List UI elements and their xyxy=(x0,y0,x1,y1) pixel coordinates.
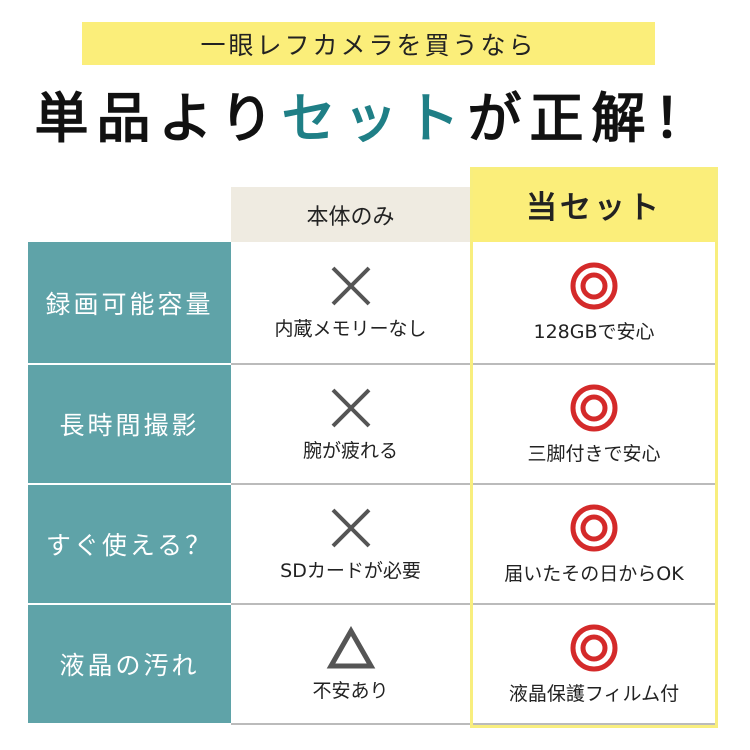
body-only-text: 腕が疲れる xyxy=(302,439,398,462)
cross-icon xyxy=(329,506,373,556)
body-only-text: 内蔵メモリーなし xyxy=(274,318,427,340)
body-only-cell: 内蔵メモリーなし xyxy=(231,242,470,365)
subtitle-banner: 一眼レフカメラを買うなら xyxy=(82,22,655,65)
set-text: 液晶保護フィルム付 xyxy=(508,682,680,705)
set-cell: 液晶保護フィルム付 xyxy=(470,605,718,725)
table-row: 液晶の汚れ 不安あり 液晶保護フィルム付 xyxy=(28,605,718,725)
row-label: 録画可能容量 xyxy=(28,242,231,365)
double-circle-icon xyxy=(569,503,619,559)
row-label: 長時間撮影 xyxy=(28,365,231,485)
double-circle-icon xyxy=(569,261,619,317)
row-label: すぐ使える？ xyxy=(28,485,231,605)
triangle-icon xyxy=(326,625,376,676)
table-row: すぐ使える？ SDカードが必要 届いたその日からOK xyxy=(28,485,718,605)
header-set: 当セット xyxy=(470,167,718,242)
header-body-only: 本体のみ xyxy=(231,187,470,242)
body-only-text: SDカードが必要 xyxy=(280,559,421,582)
table-row: 録画可能容量 内蔵メモリーなし 128GBで安心 xyxy=(28,242,718,365)
double-circle-icon xyxy=(569,623,619,679)
cross-icon xyxy=(329,386,373,436)
headline: 単品より セット が正解！ xyxy=(0,78,750,150)
body-only-cell: SDカードが必要 xyxy=(231,485,470,605)
headline-after: が正解！ xyxy=(467,86,716,150)
table-row: 長時間撮影 腕が疲れる 三脚付きで安心 xyxy=(28,365,718,485)
set-text: 128GBで安心 xyxy=(533,321,655,343)
set-text: 三脚付きで安心 xyxy=(527,442,661,465)
set-text: 届いたその日からOK xyxy=(504,562,684,585)
body-only-cell: 腕が疲れる xyxy=(231,365,470,485)
set-cell: 届いたその日からOK xyxy=(470,485,718,605)
double-circle-icon xyxy=(569,383,619,439)
row-label: 液晶の汚れ xyxy=(28,605,231,725)
headline-accent: セット xyxy=(281,86,468,150)
set-cell: 三脚付きで安心 xyxy=(470,365,718,485)
headline-before: 単品より xyxy=(34,86,282,150)
body-only-cell: 不安あり xyxy=(231,605,470,725)
set-cell: 128GBで安心 xyxy=(470,242,718,365)
body-only-text: 不安あり xyxy=(312,679,389,702)
cross-icon xyxy=(329,264,373,314)
